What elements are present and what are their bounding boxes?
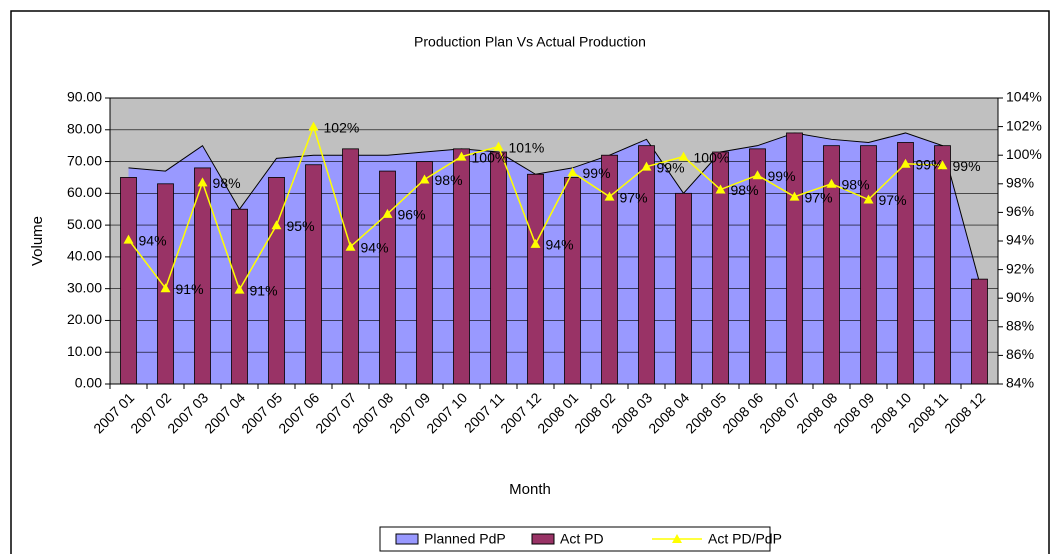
marker	[678, 151, 689, 161]
marker	[789, 191, 800, 201]
legend-box	[379, 526, 771, 552]
y-tick-label: 20.00	[67, 311, 102, 327]
bar	[305, 164, 322, 385]
data-label: 99%	[953, 158, 981, 174]
marker	[937, 160, 948, 170]
bar	[564, 177, 581, 385]
marker	[715, 184, 726, 194]
y-tick-label: 70.00	[67, 152, 102, 168]
y-tick-label: 40.00	[67, 248, 102, 264]
marker	[863, 194, 874, 204]
y-tick-label: 0.00	[75, 375, 102, 391]
marker	[308, 121, 319, 131]
marker	[123, 234, 134, 244]
area	[128, 132, 980, 384]
y2-tick-label: 86%	[1006, 346, 1034, 362]
legend-swatch	[531, 533, 555, 545]
legend-label: Planned PdP	[424, 531, 506, 547]
marker	[234, 284, 245, 294]
area-outline	[128, 132, 980, 283]
marker	[641, 161, 652, 171]
y2-tick-label: 90%	[1006, 289, 1034, 305]
data-label: 91%	[250, 282, 278, 298]
y-tick-label: 30.00	[67, 279, 102, 295]
y-tick-label: 60.00	[67, 184, 102, 200]
legend-label: Act PD	[560, 531, 604, 547]
bar	[342, 148, 359, 385]
y2-tick-label: 98%	[1006, 175, 1034, 191]
marker	[826, 178, 837, 188]
data-label: 98%	[842, 177, 870, 193]
marker	[345, 241, 356, 251]
y2-tick-label: 92%	[1006, 260, 1034, 276]
bar	[120, 177, 137, 385]
marker	[197, 177, 208, 187]
y-tick-label: 90.00	[67, 89, 102, 105]
y2-tick-label: 94%	[1006, 232, 1034, 248]
data-label: 99%	[583, 165, 611, 181]
data-label: 91%	[176, 281, 204, 297]
x-axis-title: Month	[509, 481, 551, 498]
bar	[971, 278, 988, 385]
marker	[419, 174, 430, 184]
bar	[231, 208, 248, 385]
marker	[567, 167, 578, 177]
data-label: 94%	[361, 239, 389, 255]
chart-title: Production Plan Vs Actual Production	[414, 34, 646, 50]
y-tick-label: 50.00	[67, 216, 102, 232]
marker	[271, 220, 282, 230]
data-label: 95%	[287, 218, 315, 234]
bar	[490, 151, 507, 385]
data-label: 97%	[620, 189, 648, 205]
y2-tick-label: 88%	[1006, 318, 1034, 334]
data-label: 101%	[509, 139, 545, 155]
data-label: 98%	[435, 172, 463, 188]
data-label: 99%	[657, 159, 685, 175]
bar	[934, 145, 951, 385]
y2-tick-label: 104%	[1006, 89, 1042, 105]
bar	[638, 145, 655, 385]
marker	[382, 208, 393, 218]
y2-tick-label: 96%	[1006, 203, 1034, 219]
marker	[456, 151, 467, 161]
y-tick-label: 10.00	[67, 343, 102, 359]
bar	[416, 161, 433, 385]
bar	[527, 173, 544, 385]
legend-swatch	[395, 533, 419, 545]
data-label: 102%	[324, 119, 360, 135]
y2-tick-label: 102%	[1006, 117, 1042, 133]
y2-tick-label: 100%	[1006, 146, 1042, 162]
data-label: 96%	[398, 207, 426, 223]
marker	[900, 158, 911, 168]
data-label: 98%	[731, 182, 759, 198]
data-label: 100%	[694, 149, 730, 165]
legend-swatch	[672, 534, 682, 543]
legend-label: Act PD/PdP	[708, 531, 782, 547]
data-label: 97%	[805, 189, 833, 205]
y-axis-title: Volume	[29, 216, 46, 266]
marker	[160, 283, 171, 293]
bar	[379, 170, 396, 385]
data-label: 94%	[546, 237, 574, 253]
bar	[601, 154, 618, 385]
data-label: 99%	[916, 156, 944, 172]
bar	[675, 192, 692, 385]
marker	[530, 238, 541, 248]
marker	[493, 141, 504, 151]
y2-tick-label: 84%	[1006, 375, 1034, 391]
data-label: 94%	[139, 232, 167, 248]
data-label: 98%	[213, 175, 241, 191]
data-label: 97%	[879, 192, 907, 208]
data-label: 99%	[768, 168, 796, 184]
y-tick-label: 80.00	[67, 120, 102, 136]
bar	[897, 142, 914, 385]
data-label: 100%	[472, 149, 508, 165]
marker	[604, 191, 615, 201]
marker	[752, 170, 763, 180]
